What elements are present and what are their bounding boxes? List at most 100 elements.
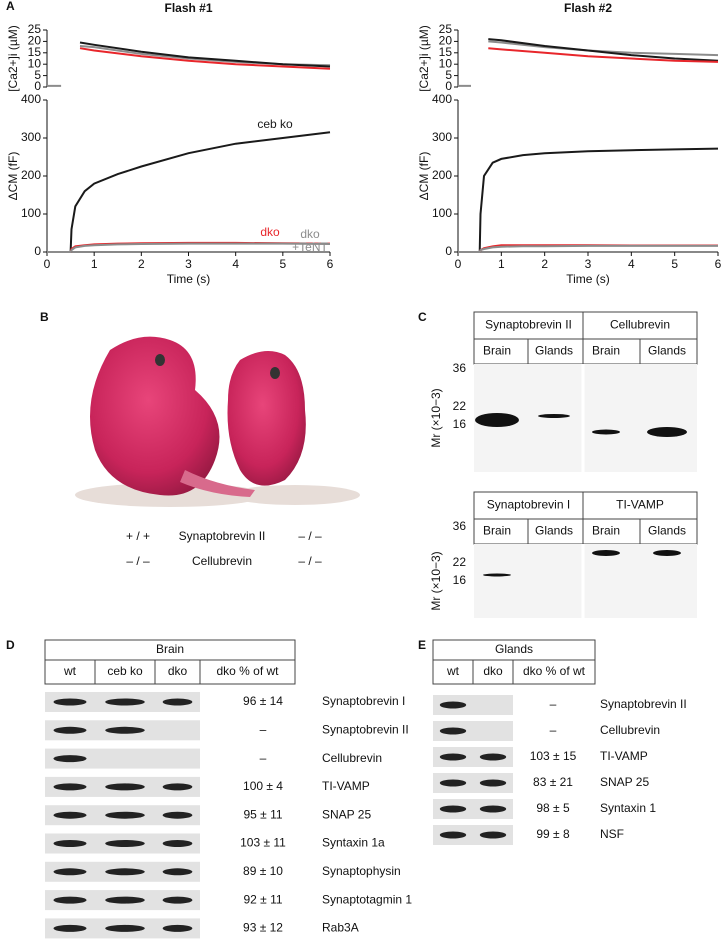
genotype-right: – / – [298,529,322,543]
series-label: ceb ko [257,117,293,131]
protein-name: Rab3A [322,921,359,935]
ratio-value: 103 ± 11 [240,836,286,850]
lane-header: Brain [592,344,620,358]
protein-name: Syntaxin 1a [322,836,385,850]
column-header: wt [63,664,77,678]
ratio-value: – [260,722,267,736]
gene-name: Cellubrevin [192,554,252,568]
blot-band [53,896,87,904]
blot-strip [433,825,513,845]
protein-name: Cellubrevin [600,723,660,737]
marker-label: 36 [453,361,467,375]
x-tick-label: 3 [185,257,192,271]
pup-photo [75,336,360,507]
y-tick-label: 300 [21,130,41,144]
protein-name: Synaptobrevin II [600,697,687,711]
lane-header: Glands [648,524,686,538]
trace [47,131,331,253]
y-tick-label: 5 [34,68,41,82]
blot-strip [45,748,200,769]
y-tick-label: 400 [432,92,452,106]
genotype-left: – / – [126,554,150,568]
table-title: Brain [156,642,184,656]
ratio-value: 98 ± 5 [536,801,570,815]
x-tick-label: 4 [232,257,239,271]
blot-band [653,550,681,556]
lane-header: Glands [535,524,573,538]
blot-band [53,924,87,932]
protein-header: Synaptobrevin II [485,318,572,332]
blot-band [105,868,145,876]
x-tick-label: 6 [715,257,721,271]
blot-band [53,755,87,763]
protein-name: TI-VAMP [600,749,648,763]
protein-name: Synaptobrevin I [322,694,405,708]
y-tick-label: 15 [28,45,42,59]
series-label: dko +TeNT [292,227,328,254]
y-tick-label: 0 [34,79,41,93]
table-title: Glands [495,642,533,656]
table-box [44,639,296,685]
chart-title: Flash #1 [164,1,212,15]
protein-name: Synaptophysin [322,864,401,878]
y-tick-label: 400 [21,92,41,106]
x-tick-label: 3 [585,257,592,271]
protein-header: Cellubrevin [610,318,670,332]
blot-band [162,896,193,904]
blot-band [162,840,193,847]
pup-tail [180,470,255,497]
x-tick-label: 4 [628,257,635,271]
marker-label: 16 [453,573,467,587]
x-tick-label: 1 [498,257,505,271]
ratio-value: 92 ± 11 [243,892,282,906]
y-tick-label: 200 [21,168,41,182]
pup-eye [155,354,165,366]
column-header: dko % of wt [523,664,586,678]
protein-name: Synaptotagmin 1 [322,892,412,906]
blot-band [439,701,467,709]
blot-band [647,427,687,437]
blot-band [592,550,620,556]
blot-band [439,805,467,813]
marker-label: 36 [453,519,467,533]
y-tick-label: 15 [439,45,453,59]
lane-header: Brain [483,344,511,358]
trace [79,41,331,68]
ratio-value: 89 ± 10 [243,864,283,878]
y-tick-label: 20 [439,34,453,48]
genotype-left: + / + [126,529,150,543]
x-tick-label: 5 [279,257,286,271]
panel-label: E [418,638,426,652]
panel-label: B [40,310,49,324]
protein-name: TI-VAMP [322,779,370,793]
protein-name: Synaptobrevin II [322,722,409,736]
x-tick-label: 1 [91,257,98,271]
y-tick-label: 20 [28,34,42,48]
blot-band [162,783,193,791]
genotype-right: – / – [298,554,322,568]
ratio-value: 95 ± 11 [243,807,282,821]
pup-dko [227,351,306,486]
y-tick-label: 5 [445,68,452,82]
x-tick-label: 6 [327,257,334,271]
protein-name: SNAP 25 [322,807,371,821]
x-tick-label: 5 [671,257,678,271]
marker-label: 22 [453,399,467,413]
ratio-value: – [550,723,557,737]
y-axis-label: ΔCM (fF) [6,152,20,201]
blot [474,544,697,618]
blot-band [592,429,620,435]
y-tick-label: 25 [28,22,42,36]
column-header: dko % of wt [216,664,279,678]
x-tick-label: 2 [541,257,548,271]
protein-name: Syntaxin 1 [600,801,656,815]
blot-strip [433,773,513,793]
blot-band [475,413,519,427]
blot-band [105,783,145,791]
blot-band [439,831,467,839]
blot-band [439,753,467,761]
lane-header: Glands [648,344,686,358]
panel-label: D [6,638,15,652]
chart-title: Flash #2 [564,1,612,15]
blot-band [53,840,87,847]
